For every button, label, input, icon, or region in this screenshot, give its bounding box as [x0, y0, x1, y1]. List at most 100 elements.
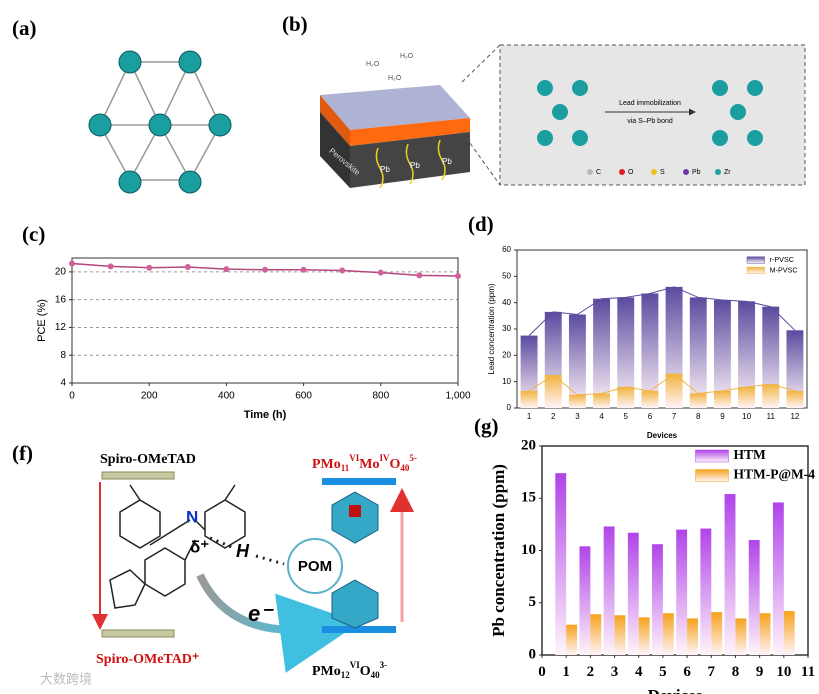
bar	[590, 614, 602, 655]
y-axis-label: Lead concentration (ppm)	[487, 283, 496, 375]
bar	[568, 314, 586, 408]
formula-part: PMo	[312, 457, 341, 472]
legend-label: Pb	[692, 169, 701, 176]
x-tick-label: 400	[218, 391, 235, 402]
formula-part: IV	[380, 453, 391, 463]
pb-label: Pb	[380, 165, 390, 174]
bar	[713, 390, 731, 408]
legend-label: C	[596, 169, 601, 176]
series-line	[528, 373, 796, 396]
legend-label: Zr	[724, 169, 731, 176]
x-axis-label: Devices	[648, 686, 703, 694]
bar	[786, 330, 804, 408]
y-tick-label: 60	[502, 245, 511, 254]
bar	[544, 375, 562, 408]
y-tick-label: 10	[521, 542, 536, 558]
hydrogen-label: H	[236, 541, 250, 561]
y-tick-label: 16	[55, 294, 67, 305]
legend-swatch	[715, 169, 721, 175]
energy-level	[322, 626, 396, 633]
y-tick-label: 20	[502, 350, 511, 359]
x-tick-label: 2	[587, 664, 595, 680]
legend-swatch	[746, 256, 765, 264]
bar	[568, 394, 586, 408]
marker	[107, 263, 114, 270]
y-tick-label: 8	[60, 350, 66, 361]
marker	[184, 264, 191, 271]
bar	[689, 297, 707, 408]
metal-cluster	[88, 50, 232, 194]
bar	[593, 298, 611, 408]
energy-level	[322, 478, 396, 485]
marker	[223, 266, 230, 273]
x-tick-label: 0	[69, 391, 75, 402]
arrow-label: Lead immobilization	[619, 100, 681, 107]
formula-part: 11	[341, 463, 350, 473]
y-axis-label: PCE (%)	[36, 299, 48, 342]
molecule	[109, 484, 246, 609]
x-tick-label: 4	[599, 412, 604, 421]
y-tick-label: 5	[529, 594, 537, 610]
legend-swatch	[746, 266, 765, 274]
x-axis-label: Devices	[647, 431, 678, 440]
energy-level	[101, 471, 175, 480]
formula-part: 40	[400, 463, 410, 473]
panel-label: (g)	[474, 414, 499, 438]
bar	[520, 390, 538, 408]
x-tick-label: 11	[767, 412, 776, 421]
water-label: H₂O	[366, 61, 380, 68]
bar	[566, 624, 578, 655]
y-tick-label: 4	[60, 378, 66, 389]
x-tick-label: 1	[527, 412, 532, 421]
chart: 0510152001234567891011DevicesPb concentr…	[489, 437, 815, 694]
x-tick-label: 6	[683, 664, 691, 680]
bar	[652, 544, 663, 655]
formula-part: O	[360, 664, 371, 679]
x-tick-label: 4	[635, 664, 643, 680]
marker	[339, 267, 346, 274]
legend-swatch	[587, 169, 593, 175]
pom-circle	[287, 538, 343, 594]
legend-label: O	[628, 169, 634, 176]
atom-label: N	[186, 507, 198, 526]
watermark: 大数跨境	[40, 671, 92, 686]
bar	[603, 526, 615, 655]
bar	[641, 390, 659, 408]
panel-label: (a)	[12, 16, 37, 40]
legend-label: HTM-P@M-4	[734, 467, 816, 482]
y-tick-label: 50	[502, 271, 511, 280]
x-tick-label: 9	[756, 664, 764, 680]
x-axis-label: Time (h)	[244, 409, 287, 421]
y-tick-label: 20	[55, 267, 67, 278]
bar	[593, 393, 611, 408]
bar	[520, 335, 538, 408]
bar	[724, 494, 736, 655]
plot-frame	[516, 249, 808, 409]
y-tick-label: 0	[507, 403, 512, 412]
marker	[455, 273, 461, 280]
bar	[738, 386, 756, 408]
bar	[689, 393, 707, 408]
y-tick-label: 20	[521, 437, 536, 453]
device-stack	[320, 85, 470, 189]
bar	[700, 528, 712, 655]
x-tick-label: 0	[538, 664, 546, 680]
x-tick-label: 600	[295, 391, 312, 402]
x-tick-label: 2	[551, 412, 556, 421]
mo-site	[349, 505, 361, 517]
formula-part: 12	[341, 670, 351, 680]
marker	[300, 266, 307, 273]
marker	[69, 260, 75, 267]
x-tick-label: 800	[372, 391, 389, 402]
bar	[687, 618, 698, 655]
bar	[748, 540, 760, 655]
electron-label: e⁻	[248, 601, 274, 626]
bar	[762, 306, 780, 408]
marker	[262, 266, 268, 273]
bar	[641, 293, 659, 408]
series-line	[528, 286, 796, 336]
pom-label: POM	[298, 558, 332, 575]
energy-level	[101, 629, 175, 638]
